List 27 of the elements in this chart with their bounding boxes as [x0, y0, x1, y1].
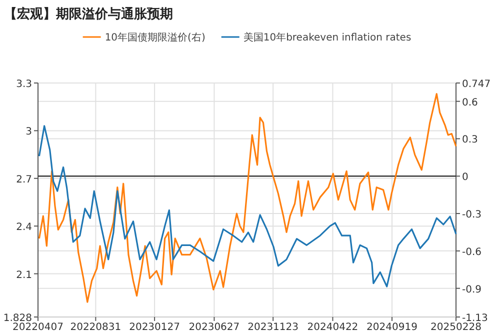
y-tick-label: 1.828: [3, 313, 32, 324]
y-tick-label: 3: [26, 126, 32, 138]
x-tick-label: 20230627: [188, 322, 240, 333]
y2-tick-label: 0: [462, 172, 468, 184]
x-tick-label: 20240422: [307, 322, 358, 333]
y2-tick-label: 0.3: [462, 134, 478, 146]
y2-tick-label: 0.747: [462, 79, 491, 90]
x-tick-label: 20220831: [70, 322, 122, 333]
y2-tick-label: -1.13: [462, 313, 488, 324]
y2-tick-label: -0.6: [462, 246, 482, 258]
x-tick-label: 20220407: [12, 322, 64, 333]
legend-label: 美国10年breakeven inflation rates: [243, 32, 412, 44]
y-tick-label: 3.3: [16, 79, 32, 90]
y-tick-label: 2.1: [16, 270, 32, 281]
x-tick-label: 20240919: [366, 322, 418, 333]
y-tick-label: 2.7: [16, 174, 32, 186]
x-tick-label: 20231123: [248, 322, 299, 333]
y2-tick-label: 0.6: [462, 97, 478, 108]
x-tick-label: 20250228: [430, 322, 482, 333]
y2-tick-label: -0.9: [462, 284, 482, 296]
chart-title: 【宏观】期限溢价与通胀预期: [4, 6, 173, 22]
y-tick-label: 2.4: [16, 222, 32, 234]
line-series: [38, 125, 457, 288]
x-tick-label: 20230127: [129, 322, 180, 333]
y2-tick-label: -0.3: [462, 210, 482, 221]
legend-label: 10年国债期限溢价(右): [104, 32, 206, 44]
line-series: [38, 93, 457, 303]
